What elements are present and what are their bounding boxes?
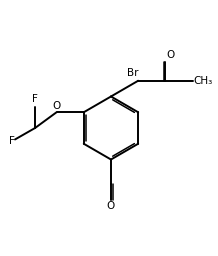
Text: O: O bbox=[166, 50, 174, 60]
Text: Br: Br bbox=[127, 68, 138, 78]
Text: CH₃: CH₃ bbox=[193, 76, 213, 86]
Text: O: O bbox=[107, 201, 115, 211]
Text: O: O bbox=[52, 101, 61, 111]
Text: F: F bbox=[32, 94, 38, 104]
Text: F: F bbox=[9, 136, 15, 146]
